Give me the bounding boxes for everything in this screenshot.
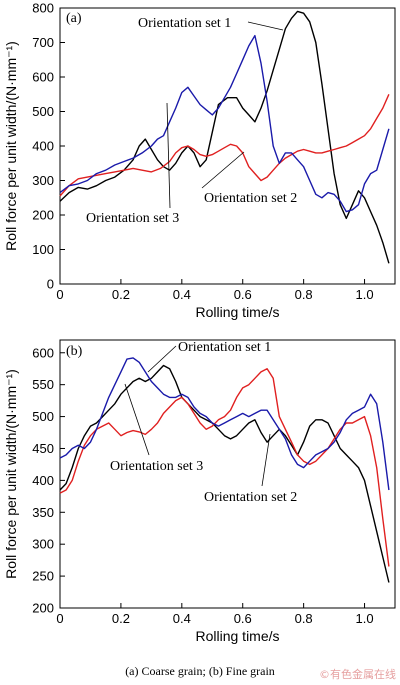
series-line-orientation-set-3 — [59, 357, 390, 491]
y-tick-label: 300 — [32, 537, 54, 552]
plot-frame — [59, 339, 396, 609]
x-tick-label: 0.8 — [295, 287, 313, 302]
annotation-leader-line — [147, 345, 177, 373]
y-tick-label: 400 — [32, 139, 54, 154]
y-tick-label: 300 — [32, 173, 54, 188]
y-tick-label: 450 — [32, 441, 54, 456]
annotation-orientation-set-2: Orientation set 2 — [204, 191, 297, 206]
annotation-leader-line — [201, 151, 245, 189]
x-tick-label: 0.6 — [234, 611, 252, 626]
y-tick-label: 0 — [47, 277, 54, 292]
annotation-leader-line — [247, 21, 284, 31]
y-tick-label: 800 — [32, 1, 54, 16]
x-tick-label: 0.8 — [295, 611, 313, 626]
x-tick-label: 0.2 — [112, 611, 130, 626]
x-axis-label: Rolling time/s — [195, 304, 279, 320]
series-line-orientation-set-2 — [59, 368, 390, 567]
x-tick-label: 1.0 — [356, 611, 374, 626]
series-line-orientation-set-2 — [59, 94, 390, 197]
y-tick-label: 550 — [32, 377, 54, 392]
y-tick-label: 200 — [32, 601, 54, 616]
watermark: ©有色金属在线 — [319, 668, 396, 681]
y-tick-label: 200 — [32, 208, 54, 223]
annotation-orientation-set-1: Orientation set 1 — [138, 16, 231, 31]
y-axis-label: Roll force per unit width/(N·mm⁻¹) — [3, 369, 19, 579]
series-line-orientation-set-1 — [59, 364, 390, 583]
x-tick-label: 0.6 — [234, 287, 252, 302]
panel-label: (b) — [66, 344, 83, 359]
y-tick-label: 600 — [32, 70, 54, 85]
y-tick-label: 600 — [32, 345, 54, 360]
annotation-leader-line — [166, 102, 171, 209]
y-tick-label: 500 — [32, 409, 54, 424]
panel-b-fine-grain: 0 0.2 0.4 0.6 0.8 1.0 200 250 300 350 400 450 500 550… — [3, 339, 396, 644]
annotation-orientation-set-3: Orientation set 3 — [86, 211, 179, 226]
panel-a-coarse-grain: 0 0.2 0.4 0.6 0.8 1.0 0 100 200 300 400 500 600 700 80… — [3, 1, 396, 320]
annotation-leader-line — [124, 383, 150, 456]
figure-caption: (a) Coarse grain; (b) Fine grain — [125, 664, 275, 678]
x-tick-label: 0 — [56, 287, 63, 302]
series-line-orientation-set-3 — [59, 34, 390, 213]
y-tick-label: 350 — [32, 505, 54, 520]
y-tick-label: 100 — [32, 242, 54, 257]
panel-label: (a) — [66, 11, 82, 26]
y-axis-label: Roll force per unit width/(N·mm⁻¹) — [3, 41, 19, 251]
annotation-orientation-set-3: Orientation set 3 — [110, 459, 203, 474]
x-tick-label: 0.2 — [112, 287, 130, 302]
x-tick-label: 1.0 — [356, 287, 374, 302]
y-tick-label: 500 — [32, 104, 54, 119]
y-tick-label: 400 — [32, 473, 54, 488]
annotation-orientation-set-1: Orientation set 1 — [178, 340, 271, 355]
y-tick-label: 250 — [32, 569, 54, 584]
y-tick-label: 700 — [32, 35, 54, 50]
annotation-orientation-set-2: Orientation set 2 — [204, 490, 297, 505]
x-tick-label: 0 — [56, 611, 63, 626]
x-tick-label: 0.4 — [173, 611, 191, 626]
x-axis-label: Rolling time/s — [195, 628, 279, 644]
x-tick-label: 0.4 — [173, 287, 191, 302]
annotation-leader-line — [261, 433, 271, 487]
